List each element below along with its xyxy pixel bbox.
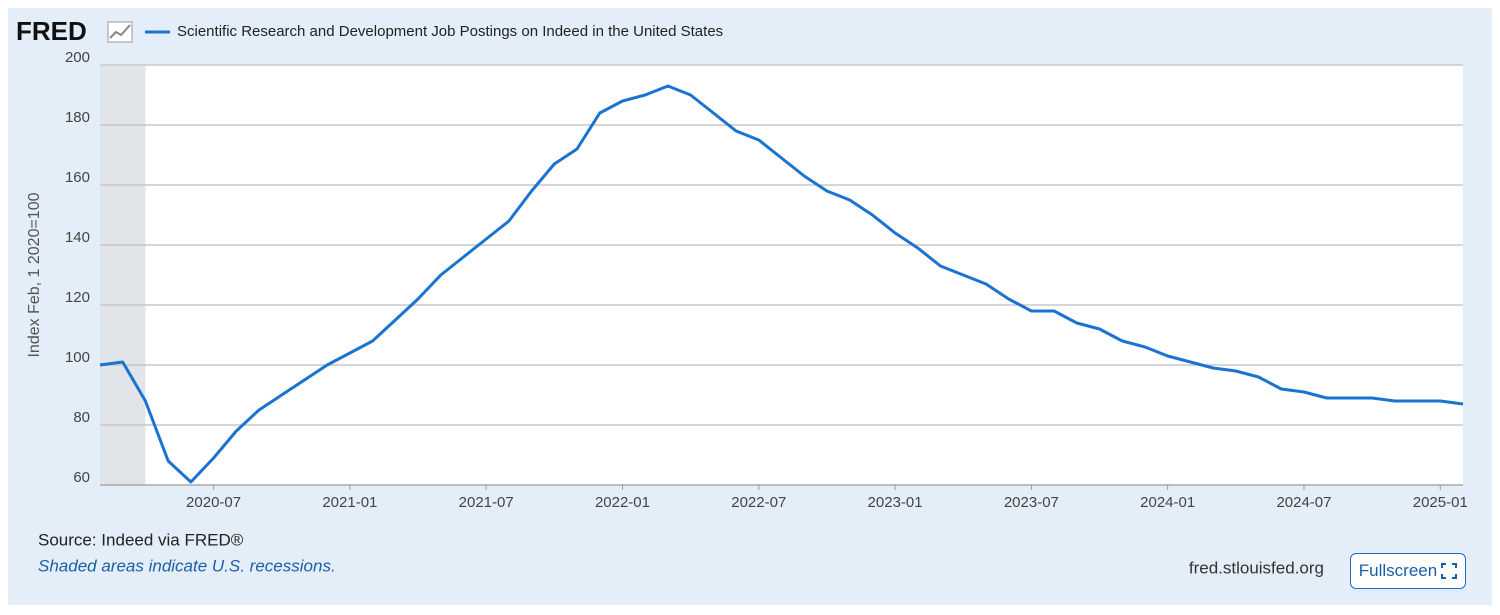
logo-icon (107, 21, 133, 43)
y-tick-label: 180 (65, 109, 90, 126)
fullscreen-button[interactable]: Fullscreen (1350, 553, 1466, 589)
y-tick-label: 160 (65, 169, 90, 186)
fullscreen-icon (1441, 563, 1458, 579)
x-tick-label: 2024-01 (1140, 494, 1195, 511)
x-tick-label: 2025-01 (1413, 494, 1468, 511)
y-tick-label: 80 (73, 409, 90, 426)
y-tick-label: 120 (65, 289, 90, 306)
y-tick-label: 200 (65, 49, 90, 66)
x-tick-label: 2020-07 (186, 494, 241, 511)
x-tick-label: 2021-07 (459, 494, 514, 511)
button-label: Fullscreen (1358, 561, 1438, 580)
y-axis-label: Index Feb, 1 2020=100 (26, 192, 43, 357)
recession-shading (100, 65, 146, 485)
chart-title: Scientific Research and Development Job … (177, 23, 723, 40)
y-tick-label: 60 (73, 469, 90, 486)
y-tick-label: 140 (65, 229, 90, 246)
x-tick-label: 2022-07 (731, 494, 786, 511)
x-tick-label: 2021-01 (322, 494, 377, 511)
x-tick-label: 2023-07 (1004, 494, 1059, 511)
x-tick-label: 2022-01 (595, 494, 650, 511)
y-tick-label: 100 (65, 349, 90, 366)
source: Source: Indeed via FRED® (38, 530, 244, 549)
site-link[interactable]: fred.stlouisfed.org (1189, 558, 1324, 577)
recession-note: Shaded areas indicate U.S. recessions. (38, 556, 336, 575)
plot-area (100, 65, 1463, 485)
x-tick-label: 2023-01 (868, 494, 923, 511)
x-tick-label: 2024-07 (1276, 494, 1331, 511)
data-line (99, 84, 1464, 484)
logo: FRED (16, 16, 87, 46)
